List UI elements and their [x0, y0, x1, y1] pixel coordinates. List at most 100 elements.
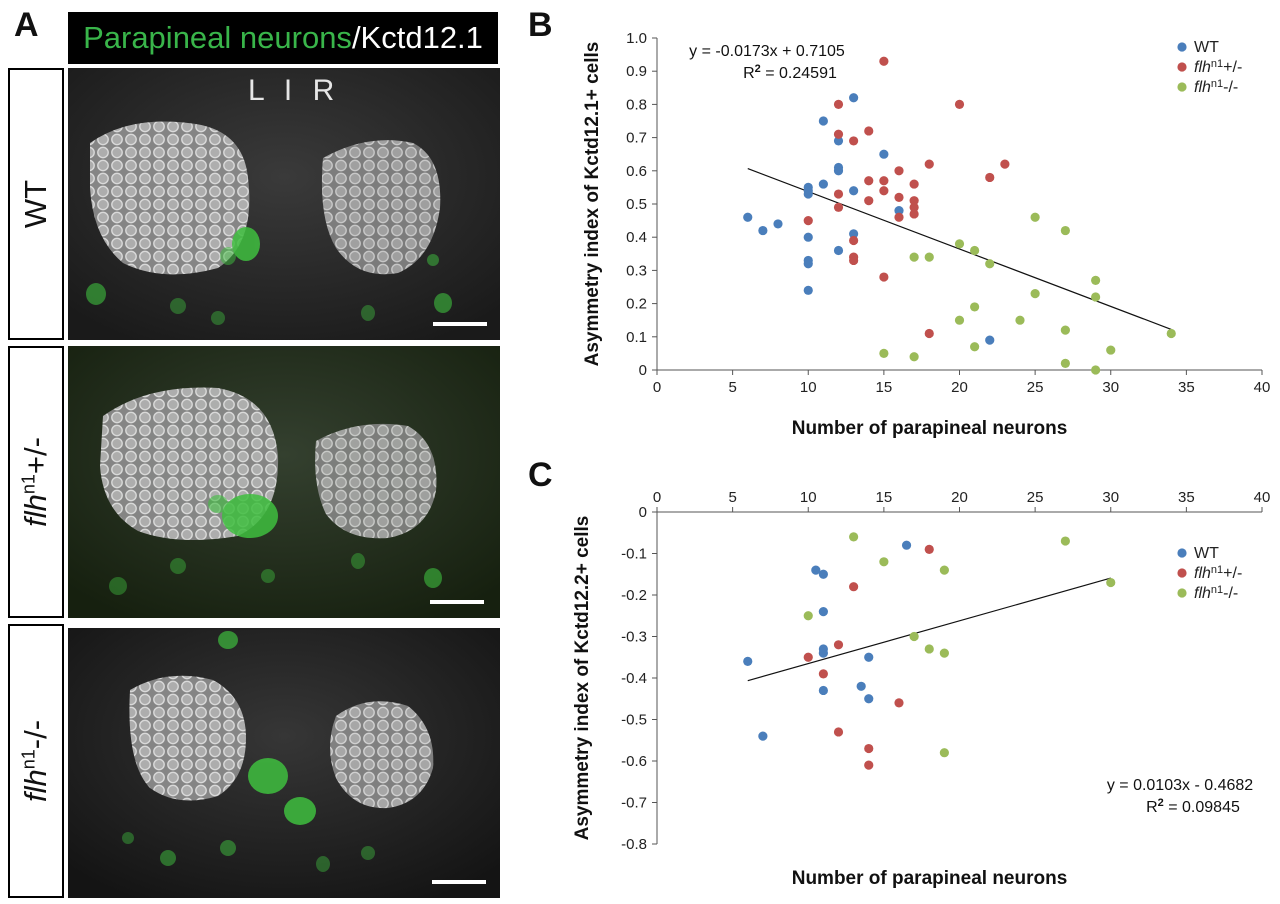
chart-c-y-tick-label: -0.7 — [621, 795, 647, 812]
chart-c-point-het — [849, 582, 859, 592]
panel-a-title-green: Parapineal neurons — [83, 20, 352, 55]
chart-c: 0 5 10 15 20 25 30 35 40 0 -0.1 -0.2 -0.3 -0.4 -0.5 -0.… — [572, 489, 1270, 889]
chart-c-y-tick-label: -0.5 — [621, 712, 647, 729]
chart-c-legend-label-wt: WT — [1194, 545, 1219, 562]
chart-b-legend-marker-het — [1177, 62, 1187, 72]
chart-c-point-mut — [1106, 577, 1116, 588]
chart-c-point-wt — [864, 694, 874, 704]
chart-b-legend-label-mut-tail: -/- — [1223, 79, 1238, 96]
chart-b-legend-label-het-italic: flh — [1194, 59, 1211, 76]
chart-b-point-wt — [803, 285, 813, 295]
chart-b-point-wt — [803, 189, 813, 199]
micrograph-mut — [68, 628, 500, 898]
chart-b-trendline — [747, 168, 1172, 330]
row-label-mut: flhn1-/- — [8, 624, 64, 898]
chart-b-point-mut — [970, 245, 980, 256]
chart-b-x-tick-label: 40 — [1254, 379, 1271, 396]
chart-c-point-wt — [743, 656, 753, 667]
chart-c-point-het — [864, 760, 874, 770]
chart-b-point-mut — [909, 352, 919, 362]
chart-b-point-het — [985, 172, 995, 183]
chart-c-r2-sup: 2 — [1158, 797, 1164, 809]
chart-c-x-tick-label: 15 — [876, 489, 893, 506]
panel-b-letter: B — [528, 6, 553, 44]
chart-c-point-wt — [818, 648, 828, 658]
chart-c-x-axis-label: Number of parapineal neurons — [792, 868, 1068, 889]
chart-b-point-mut — [1166, 328, 1176, 339]
panel-c-letter: C — [528, 456, 553, 494]
chart-b-point-wt — [803, 232, 813, 242]
chart-c-point-wt — [818, 607, 828, 617]
chart-b-point-mut — [1091, 275, 1101, 285]
chart-c-legend-label-mut-italic: flh — [1194, 585, 1211, 602]
chart-b-r2-sup: 2 — [755, 63, 761, 75]
chart-b-legend-label-mut-sup: n1 — [1211, 78, 1223, 90]
chart-b-equation: y = -0.0173x + 0.7105 — [689, 43, 845, 60]
chart-c-y-axis-label: Asymmetry index of Kctd12.2+ cells — [572, 516, 593, 841]
chart-c-point-wt — [818, 685, 828, 696]
chart-b-point-het — [864, 126, 874, 136]
chart-c-point-het — [803, 652, 813, 662]
chart-c-point-het — [894, 698, 904, 708]
chart-b-point-mut — [924, 252, 934, 262]
chart-c-point-het — [833, 640, 844, 650]
chart-b-legend-label-mut-italic: flh — [1194, 79, 1211, 96]
chart-b-r2: R2 = 0.24591 — [743, 63, 837, 82]
chart-b-point-het — [879, 186, 889, 196]
chart-c-legend-label-het-sup: n1 — [1211, 564, 1223, 576]
chart-b-point-het — [954, 99, 965, 109]
chart-b-point-het — [894, 192, 904, 202]
chart-c-point-wt — [901, 540, 912, 550]
chart-c-legend-marker-het — [1177, 568, 1187, 578]
micrograph-wt — [68, 68, 500, 340]
chart-b-point-mut — [1030, 289, 1040, 299]
chart-b-y-tick-label: 0 — [639, 362, 647, 379]
chart-b-point-mut — [1030, 212, 1040, 222]
micrograph-wt-image — [68, 68, 500, 340]
chart-b-legend-label-het-sup: n1 — [1211, 58, 1223, 70]
chart-c-point-het — [818, 669, 828, 679]
chart-c-point-mut — [879, 557, 889, 567]
chart-b-point-mut — [954, 315, 965, 325]
row-label-wt: WT — [8, 68, 64, 340]
panel-a-title-white: /Kctd12.1 — [351, 20, 483, 55]
chart-c-x-tick-label: 25 — [1027, 489, 1044, 506]
chart-c-equation: y = 0.0103x - 0.4682 — [1107, 777, 1253, 794]
chart-b-point-wt — [803, 259, 813, 269]
chart-b-x-axis-label: Number of parapineal neurons — [792, 418, 1068, 439]
chart-b-point-wt — [743, 212, 753, 222]
panel-a-title-banner: Parapineal neurons/Kctd12.1 — [68, 12, 498, 64]
chart-b-x-tick-label: 25 — [1027, 379, 1044, 396]
chart-b-point-wt — [985, 335, 995, 345]
chart-c-point-mut — [1060, 536, 1070, 546]
chart-b-point-het — [803, 216, 813, 226]
chart-b-legend-marker-mut — [1177, 82, 1187, 92]
chart-b-point-het — [833, 189, 844, 199]
chart-c-legend-label-het-italic: flh — [1194, 565, 1211, 582]
chart-c-x-tick-label: 5 — [728, 489, 736, 506]
chart-c-y-tick-label: -0.3 — [621, 629, 647, 646]
chart-b-legend-label-wt-text: WT — [1194, 39, 1219, 56]
chart-b-point-mut — [879, 348, 889, 358]
chart-b-y-tick-label: 0.2 — [626, 296, 647, 313]
chart-c-legend-marker-mut — [1177, 588, 1187, 598]
chart-b-point-het — [879, 176, 889, 186]
chart-c-legend-label-mut: flhn1-/- — [1194, 584, 1238, 602]
row-label-het: flhn1+/- — [8, 346, 64, 618]
chart-c-point-mut — [849, 532, 859, 542]
chart-b-y-tick-label: 1.0 — [626, 30, 647, 47]
chart-b-point-het — [849, 255, 859, 266]
chart-c-x-tick-label: 20 — [951, 489, 968, 506]
chart-b-point-mut — [954, 239, 965, 249]
chart-b-point-mut — [1091, 365, 1101, 375]
chart-b-point-het — [833, 99, 844, 109]
panel-a-letter: A — [14, 6, 39, 44]
chart-b-point-het — [894, 166, 904, 176]
chart-b-y-tick-label: 0.6 — [626, 163, 647, 180]
chart-b-legend-label-het: flhn1+/- — [1194, 58, 1242, 76]
chart-b-point-het — [909, 202, 919, 212]
chart-b-point-wt — [818, 116, 828, 126]
chart-c-point-mut — [939, 565, 949, 575]
chart-c-point-wt — [864, 652, 874, 662]
